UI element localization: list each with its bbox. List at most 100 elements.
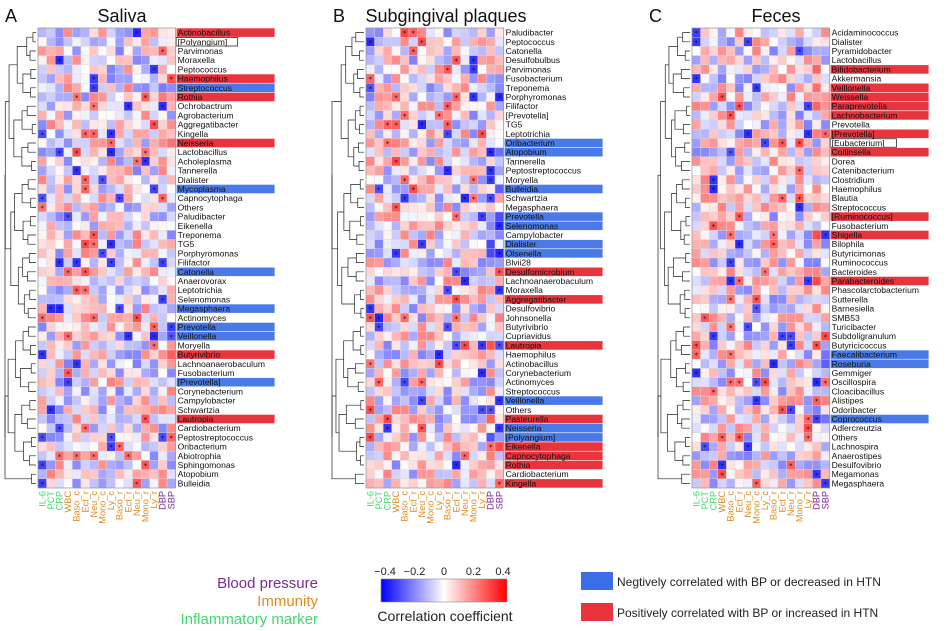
heatmap-cell — [72, 469, 82, 480]
heatmap-cell — [89, 368, 99, 378]
column-label: SBP — [166, 491, 176, 509]
heatmap-cell — [700, 460, 710, 470]
heatmap-cell — [408, 469, 418, 480]
heatmap-cell — [123, 294, 133, 305]
heatmap-cell — [477, 119, 487, 130]
heatmap-cell — [391, 405, 401, 415]
heatmap-cell — [400, 138, 410, 148]
heatmap-cell — [795, 27, 805, 38]
positive-highlight — [504, 295, 603, 304]
heatmap-cell — [726, 313, 736, 323]
heatmap-cell — [469, 46, 479, 56]
heatmap-cell — [486, 55, 496, 65]
heatmap-cell — [383, 128, 393, 139]
heatmap-cell — [417, 128, 427, 139]
heatmap-cell — [709, 248, 719, 259]
heatmap-cell — [451, 119, 461, 130]
legend-negative-label: Negtively correlated with BP or decrease… — [617, 575, 881, 589]
heatmap-cell — [777, 368, 787, 378]
heatmap-cell — [709, 377, 719, 388]
heatmap-cell — [391, 285, 401, 296]
row-label: Veillonella — [830, 83, 929, 93]
heatmap-cell — [383, 110, 393, 121]
heatmap-cell — [477, 478, 487, 489]
heatmap-cell — [443, 349, 453, 360]
heatmap-cell — [486, 451, 496, 461]
heatmap-cell — [734, 331, 744, 342]
row-label: Butyrivibrio — [506, 322, 549, 332]
svg-text:Corynebacterium: Corynebacterium — [178, 386, 243, 396]
heatmap-cell — [460, 405, 470, 415]
heatmap-cell — [37, 377, 47, 388]
heatmap-cell — [149, 349, 159, 360]
heatmap-cell — [80, 469, 90, 480]
heatmap-cell — [777, 478, 787, 489]
row-label: Parvimonas — [506, 64, 551, 74]
heatmap-cell — [166, 211, 176, 222]
heatmap-cell — [132, 377, 142, 388]
svg-text:Rothia: Rothia — [506, 460, 531, 470]
heatmap-cell — [391, 460, 401, 470]
heatmap-cell — [812, 322, 822, 332]
heatmap-cell — [365, 294, 375, 305]
significance-mark: * — [127, 453, 131, 461]
heatmap-cell — [37, 285, 47, 296]
heatmap-cell — [55, 460, 65, 470]
heatmap-cell — [717, 441, 727, 452]
heatmap-cell — [709, 414, 719, 424]
heatmap-cell — [786, 248, 796, 259]
heatmap-cell — [734, 184, 744, 194]
svg-text:Capnocytophaga: Capnocytophaga — [506, 451, 571, 461]
heatmap-cell — [795, 239, 805, 250]
heatmap-cell — [460, 267, 470, 277]
heatmap-cell — [383, 202, 393, 213]
positive-highlight — [504, 479, 603, 488]
heatmap-cell — [460, 184, 470, 194]
heatmap-cell — [417, 469, 427, 480]
heatmap-cell — [166, 202, 176, 213]
heatmap-cell — [691, 267, 701, 277]
heatmap-cell — [63, 423, 73, 434]
heatmap-cell — [72, 128, 82, 139]
heatmap-cell — [115, 349, 125, 360]
heatmap-cell — [777, 414, 787, 424]
heatmap-cell — [777, 165, 787, 176]
heatmap-cell — [400, 285, 410, 296]
significance-mark: * — [152, 333, 156, 341]
row-label: Gemmiger — [832, 368, 872, 378]
heatmap-cell — [37, 64, 47, 75]
row-label: Haemophilus — [506, 350, 556, 360]
heatmap-cell — [786, 451, 796, 461]
heatmap-cell — [769, 55, 779, 65]
heatmap-cell — [149, 267, 159, 277]
heatmap-cell — [149, 147, 159, 158]
heatmap-cell — [760, 73, 770, 84]
svg-text:Lactobacillus: Lactobacillus — [832, 55, 882, 65]
svg-text:[Polyangium]: [Polyangium] — [178, 37, 228, 47]
heatmap-cell — [752, 248, 762, 259]
heatmap-cell — [46, 359, 56, 369]
panel-letter: C — [649, 6, 662, 26]
heatmap-cell — [132, 92, 142, 102]
heatmap-cell — [55, 64, 65, 75]
positive-highlight — [504, 414, 603, 424]
heatmap-cell — [752, 184, 762, 194]
positive-highlight — [830, 101, 929, 111]
heatmap-cell — [140, 101, 150, 111]
heatmap-cell — [795, 414, 805, 424]
heatmap-cell — [812, 220, 822, 231]
heatmap-cell — [383, 478, 393, 489]
heatmap-cell — [434, 27, 444, 38]
row-label: Parvimonas — [178, 46, 223, 56]
heatmap-cell — [132, 267, 142, 277]
heatmap-cell — [717, 82, 727, 93]
heatmap-cell — [760, 184, 770, 194]
heatmap-cell — [820, 414, 830, 424]
svg-text:Veillonella: Veillonella — [832, 83, 871, 93]
legend-immunity: Immunity — [257, 593, 318, 610]
heatmap-cell — [709, 395, 719, 406]
heatmap-cell — [769, 441, 779, 452]
column-label: Ect_r — [777, 491, 787, 512]
heatmap-cell — [149, 174, 159, 185]
heatmap-cell — [786, 423, 796, 434]
